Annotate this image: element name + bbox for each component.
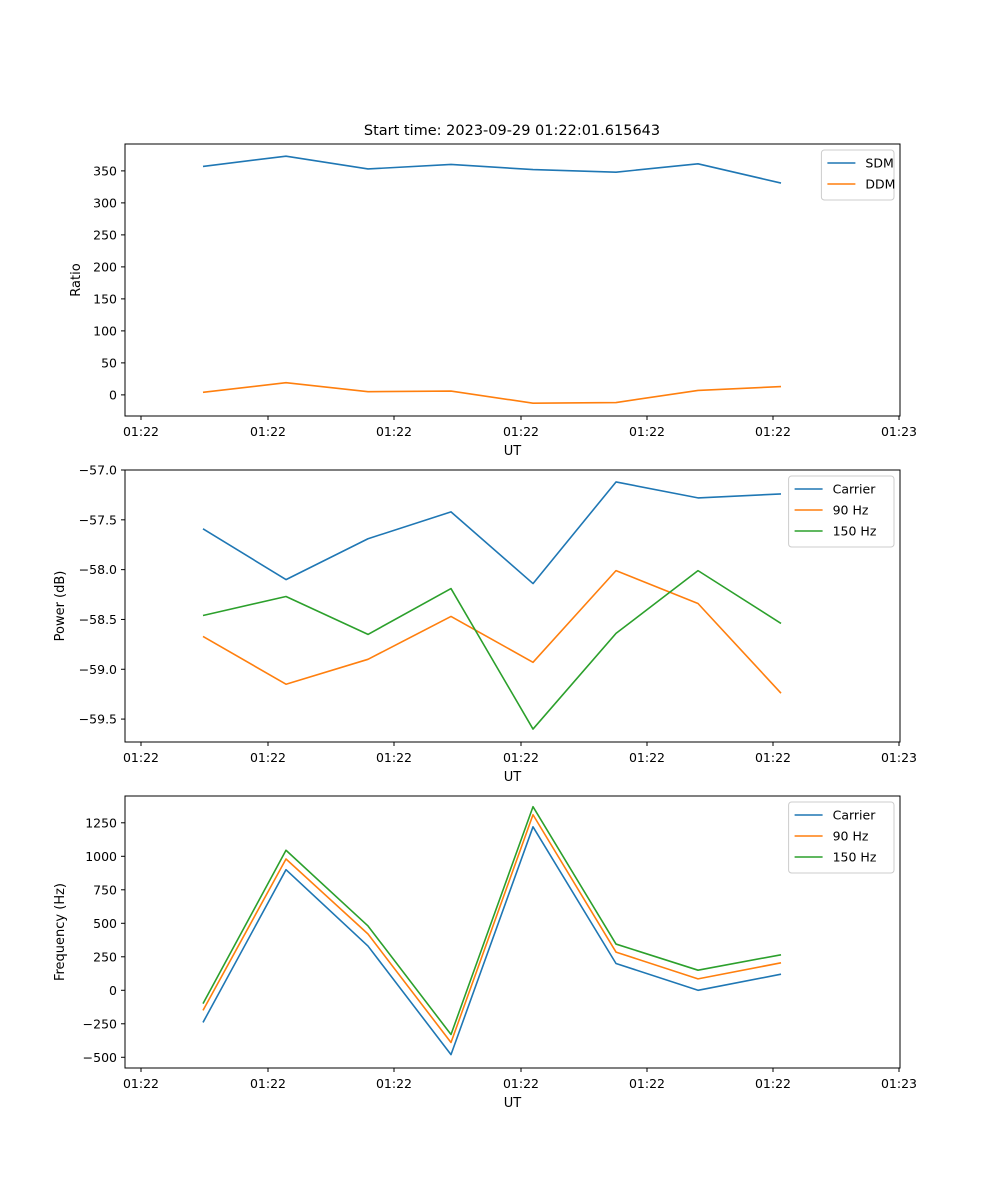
x-tick-label: 01:22 (376, 424, 412, 439)
y-tick-label: 500 (93, 916, 117, 931)
series-line-150-hz (202, 569, 782, 730)
plot-frame (124, 795, 901, 1069)
x-axis-label: UT (504, 444, 522, 459)
series-line-ddm (202, 381, 782, 405)
x-tick-label: 01:23 (881, 750, 917, 765)
y-tick-label: −57.0 (79, 463, 117, 478)
x-tick-label: 01:22 (250, 750, 286, 765)
x-axis-label: UT (504, 770, 522, 785)
x-tick-label: 01:22 (376, 750, 412, 765)
legend-label: 90 Hz (833, 503, 869, 518)
x-tick-label: 01:22 (250, 424, 286, 439)
legend-label: SDM (865, 156, 893, 171)
series-line-carrier (202, 826, 782, 1056)
y-tick-label: −250 (83, 1016, 117, 1031)
legend: SDM DDM (820, 149, 895, 201)
x-tick-label: 01:22 (755, 1076, 791, 1091)
x-tick-label: 01:22 (123, 424, 159, 439)
series-line-carrier (202, 481, 782, 585)
legend-label: Carrier (833, 482, 877, 497)
x-tick-label: 01:22 (503, 424, 539, 439)
x-tick-label: 01:22 (123, 750, 159, 765)
y-tick-label: 300 (93, 195, 117, 210)
series-line-90-hz (202, 569, 782, 694)
y-axis-label: Ratio (69, 263, 84, 296)
y-tick-label: −58.5 (79, 612, 117, 627)
x-tick-label: 01:22 (629, 424, 665, 439)
y-tick-label: 50 (101, 355, 117, 370)
y-tick-label: 150 (93, 291, 117, 306)
y-tick-label: 1250 (85, 815, 117, 830)
y-tick-label: −59.0 (79, 662, 117, 677)
x-tick-label: 01:22 (629, 750, 665, 765)
figure-title: Start time: 2023-09-29 01:22:01.615643 (364, 123, 660, 139)
x-tick-label: 01:22 (755, 750, 791, 765)
x-tick-label: 01:23 (881, 1076, 917, 1091)
x-tick-label: 01:22 (250, 1076, 286, 1091)
panels: 01:22 01:22 01:22 01:22 01:22 01:22 01:23 UT 0 50… (53, 143, 917, 1111)
x-tick-label: 01:22 (503, 750, 539, 765)
x-tick-label: 01:23 (881, 424, 917, 439)
y-tick-label: 200 (93, 259, 117, 274)
plot-frame (124, 143, 901, 417)
y-tick-label: 750 (93, 882, 117, 897)
chart-panel-3: 01:22 01:22 01:22 01:22 01:22 01:22 01:23 UT −50… (53, 795, 917, 1111)
y-tick-label: 100 (93, 323, 117, 338)
y-tick-label: 0 (109, 387, 117, 402)
y-tick-label: 250 (93, 949, 117, 964)
y-axis-label: Power (dB) (53, 571, 68, 642)
plot-frame (124, 469, 901, 743)
x-tick-label: 01:22 (123, 1076, 159, 1091)
legend-label: Carrier (833, 808, 877, 823)
legend: Carrier 90 Hz 150 Hz (788, 475, 895, 548)
y-axis-label: Frequency (Hz) (53, 883, 68, 981)
y-tick-label: 250 (93, 227, 117, 242)
x-tick-label: 01:22 (755, 424, 791, 439)
y-tick-label: −500 (83, 1050, 117, 1065)
legend-box (788, 475, 895, 548)
x-tick-label: 01:22 (503, 1076, 539, 1091)
legend-box (788, 801, 895, 874)
y-tick-label: 350 (93, 163, 117, 178)
series-line-150-hz (202, 805, 782, 1036)
y-tick-label: −57.5 (79, 512, 117, 527)
y-tick-label: 1000 (85, 849, 117, 864)
series-line-sdm (202, 155, 782, 184)
legend-label: DDM (865, 177, 895, 192)
y-tick-label: 0 (109, 983, 117, 998)
x-tick-label: 01:22 (376, 1076, 412, 1091)
legend-label: 150 Hz (833, 850, 877, 865)
x-tick-label: 01:22 (629, 1076, 665, 1091)
series-line-90-hz (202, 813, 782, 1044)
y-tick-label: −59.5 (79, 712, 117, 727)
chart-panel-2: 01:22 01:22 01:22 01:22 01:22 01:22 01:23 UT −59… (53, 463, 917, 786)
chart-panel-1: 01:22 01:22 01:22 01:22 01:22 01:22 01:23 UT 0 50… (69, 143, 917, 459)
legend-label: 90 Hz (833, 829, 869, 844)
legend-label: 150 Hz (833, 524, 877, 539)
x-axis-label: UT (504, 1096, 522, 1111)
legend: Carrier 90 Hz 150 Hz (788, 801, 895, 874)
y-tick-label: −58.0 (79, 562, 117, 577)
